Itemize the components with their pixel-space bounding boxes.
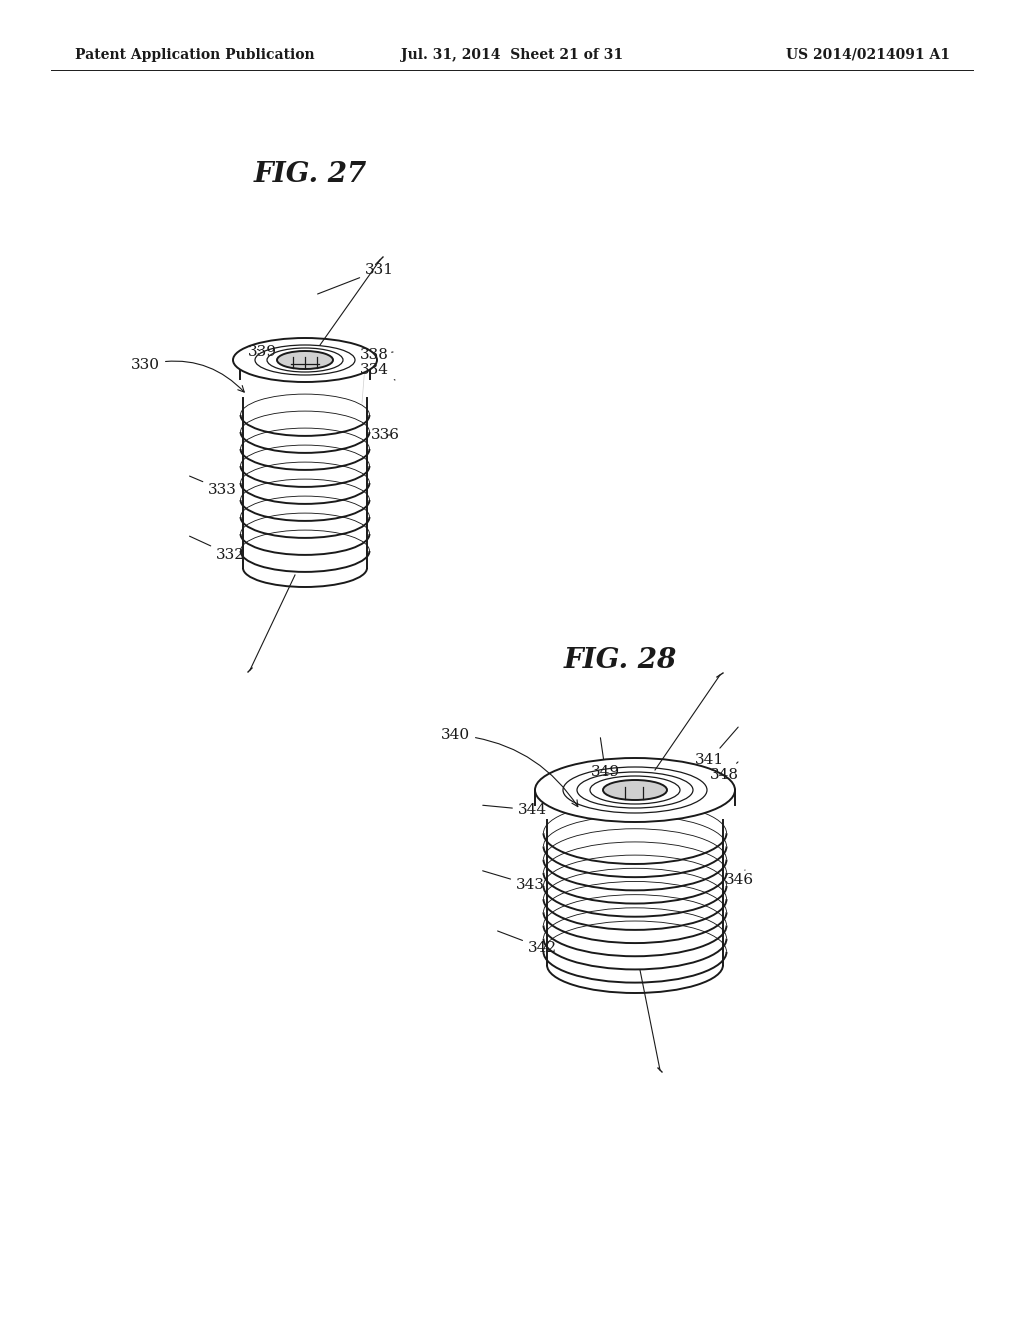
Text: 349: 349 [591,738,620,779]
Text: 332: 332 [189,536,245,562]
Text: FIG. 27: FIG. 27 [253,161,367,189]
Ellipse shape [278,351,333,370]
Text: 343: 343 [482,871,545,892]
Ellipse shape [603,780,667,800]
Text: 346: 346 [725,870,754,887]
Text: 340: 340 [441,729,578,807]
Text: 344: 344 [482,803,547,817]
Text: 338: 338 [360,348,393,362]
Ellipse shape [267,348,343,372]
Ellipse shape [577,772,693,808]
Text: 339: 339 [248,345,278,359]
Text: 348: 348 [710,762,739,781]
Ellipse shape [255,345,355,375]
Text: 334: 334 [360,363,395,380]
Ellipse shape [563,767,707,813]
Ellipse shape [590,776,680,804]
Text: Patent Application Publication: Patent Application Publication [75,48,314,62]
Text: 342: 342 [498,931,557,954]
Text: 336: 336 [371,428,400,442]
Ellipse shape [535,758,735,822]
Text: 331: 331 [317,263,394,294]
Ellipse shape [233,338,377,381]
Text: 330: 330 [131,358,245,392]
Text: 341: 341 [695,727,738,767]
Text: FIG. 28: FIG. 28 [563,647,677,673]
Text: 333: 333 [189,477,237,498]
Text: US 2014/0214091 A1: US 2014/0214091 A1 [786,48,950,62]
Text: Jul. 31, 2014  Sheet 21 of 31: Jul. 31, 2014 Sheet 21 of 31 [401,48,623,62]
